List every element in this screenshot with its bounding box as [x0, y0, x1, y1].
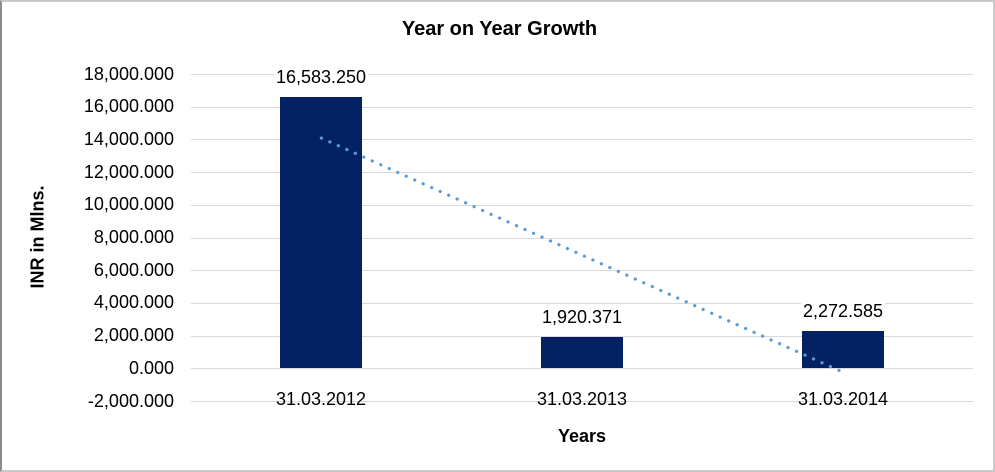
y-axis-tick-label: 8,000.000 [93, 227, 174, 247]
y-axis-tick-label: 14,000.000 [83, 129, 174, 149]
y-axis-tick-label: 10,000.000 [83, 194, 174, 214]
chart-title: Year on Year Growth [401, 18, 598, 40]
x-axis-category-label: 31.03.2013 [536, 389, 628, 409]
bar-31.03.2012 [280, 97, 362, 368]
y-axis-tick-label: 2,000.000 [93, 325, 174, 345]
bar-value-label: 1,920.371 [539, 307, 625, 327]
gridline [191, 401, 973, 402]
y-axis-tick-label: 4,000.000 [93, 292, 174, 312]
y-axis-tick-label: 12,000.000 [83, 162, 174, 182]
y-axis-tick-label: -2,000.000 [87, 391, 174, 411]
y-axis-tick-label: 0.000 [128, 358, 174, 378]
y-axis-tick-label: 18,000.000 [83, 64, 174, 84]
x-axis-category-label: 31.03.2012 [275, 389, 367, 409]
x-axis-category-label: 31.03.2014 [797, 389, 889, 409]
y-axis-tick-label: 6,000.000 [93, 260, 174, 280]
gridline [191, 107, 973, 108]
bar-31.03.2014 [802, 331, 884, 368]
x-axis-title: Years [557, 426, 607, 446]
bar-value-label: 16,583.250 [273, 67, 369, 87]
bar-31.03.2013 [541, 337, 623, 368]
y-axis-tick-label: 16,000.000 [83, 96, 174, 116]
gridline [191, 74, 973, 75]
bar-value-label: 2,272.585 [800, 301, 886, 321]
gridline [191, 368, 973, 369]
